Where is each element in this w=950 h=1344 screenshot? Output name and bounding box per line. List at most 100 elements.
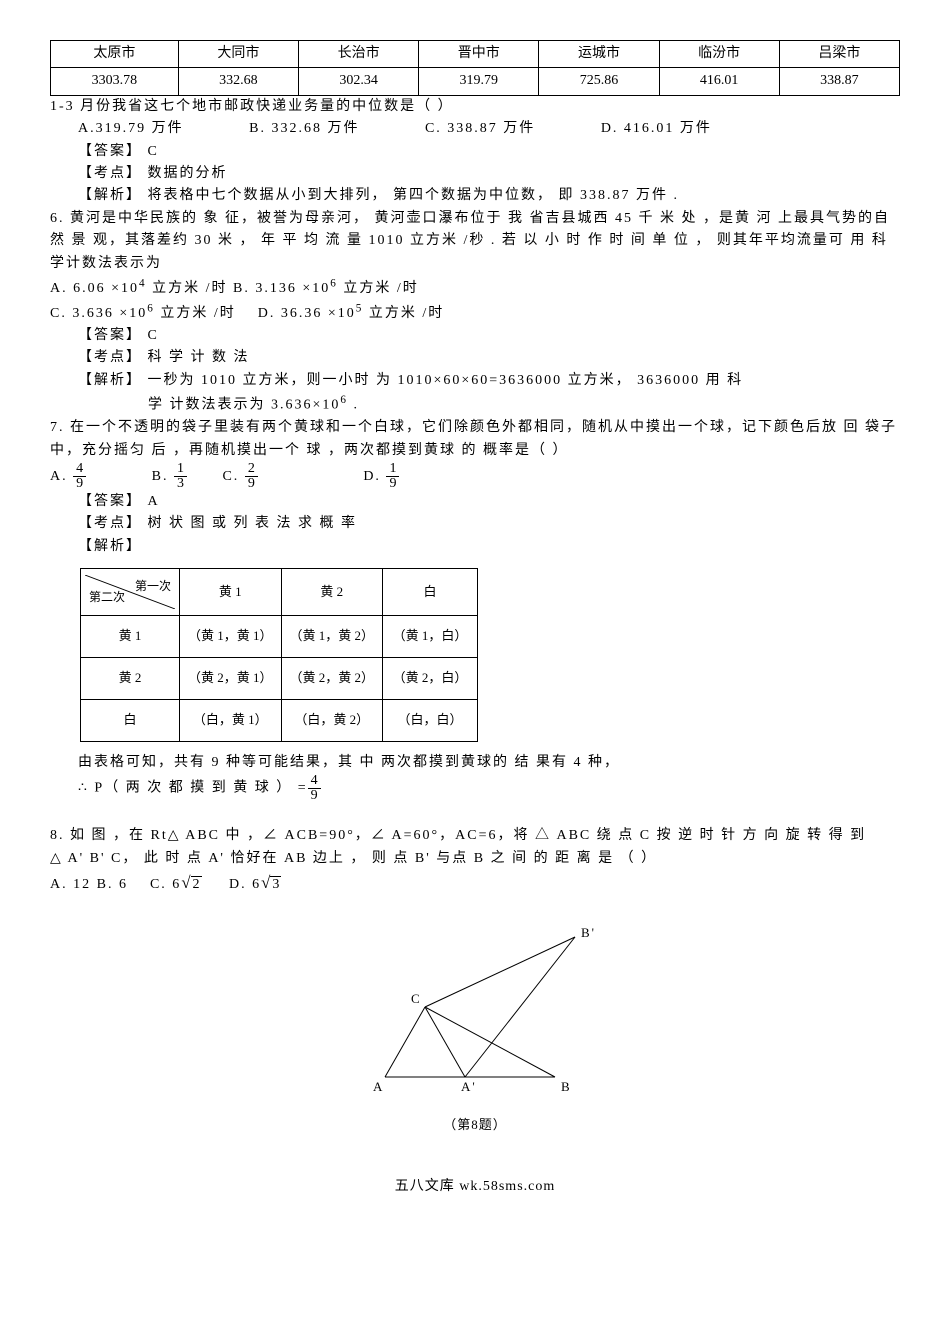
fraction-den: 9 — [73, 477, 86, 491]
analysis-text: 学 计数法表示为 3.636×10 — [148, 398, 340, 413]
table-cell: 725.86 — [539, 68, 659, 95]
q8-option-a: A. 12 — [50, 877, 91, 892]
col-header: 黄 2 — [281, 569, 383, 616]
q8-stem-line1: 8. 如 图 ，在 Rt△ ABC 中 ，∠ ACB=90°，∠ A=60°，A… — [50, 825, 900, 847]
q8-options: A. 12 B. 6 C. 6√2 D. 6√3 — [50, 870, 900, 897]
q7-analysis-label: 【解析】 — [50, 536, 900, 558]
opt-text: 立方米 /时 — [338, 281, 419, 296]
fraction-den: 9 — [245, 477, 258, 491]
col-header: 黄 1 — [180, 569, 282, 616]
col-header: 白 — [383, 569, 478, 616]
q5-topic: 【考点】 数据的分析 — [50, 163, 900, 185]
fraction-den: 9 — [308, 789, 321, 803]
q6-option-c: C. 3.636 ×106 立方米 /时 — [50, 306, 241, 321]
exponent: 6 — [330, 277, 338, 289]
table-header-cell: 临汾市 — [659, 41, 779, 68]
table-cell: 302.34 — [299, 68, 419, 95]
table-row: 黄 2 （黄 2，黄 1） （黄 2，黄 2） （黄 2，白） — [81, 657, 478, 699]
table-cell: （白，白） — [383, 699, 478, 741]
q7-option-c: C. 29 — [222, 469, 263, 484]
q8-option-d: D. 6√3 — [229, 877, 281, 892]
table-cell: （白，黄 2） — [281, 699, 383, 741]
opt-label: D. — [363, 469, 381, 484]
exponent: 4 — [139, 277, 147, 289]
exponent: 6 — [147, 302, 155, 314]
q7-probability: ∴ P（ 两 次 都 摸 到 黄 球 ） =49 — [50, 774, 900, 803]
exponent: 6 — [340, 394, 348, 406]
figure-caption: （第8题） — [50, 1115, 900, 1136]
q7-topic: 【考点】 树 状 图 或 列 表 法 求 概 率 — [50, 513, 900, 535]
q5-option-c: C. 338.87 万件 — [425, 118, 535, 140]
table-cell: （黄 2，白） — [383, 657, 478, 699]
opt-text: C. 3.636 ×10 — [50, 306, 147, 321]
table-row: 第一次 第二次 黄 1 黄 2 白 — [81, 569, 478, 616]
table-header-cell: 大同市 — [178, 41, 298, 68]
svg-text:B: B — [561, 1079, 572, 1094]
table-row: 3303.78 332.68 302.34 319.79 725.86 416.… — [51, 68, 900, 95]
q8-figure: A B A' C B' （第8题） — [50, 907, 900, 1136]
radicand: 2 — [191, 876, 202, 892]
fraction-num: 1 — [174, 462, 187, 477]
q7-stem: 7. 在一个不透明的袋子里装有两个黄球和一个白球，它们除颜色外都相同，随机从中摸… — [50, 417, 900, 462]
fraction-den: 3 — [174, 477, 187, 491]
svg-text:A': A' — [461, 1079, 477, 1094]
q7-options: A. 49 B. 13 C. 29 D. 19 — [50, 462, 900, 491]
table-cell: （黄 2，黄 2） — [281, 657, 383, 699]
table-row: 白 （白，黄 1） （白，黄 2） （白，白） — [81, 699, 478, 741]
p-text: ∴ P（ 两 次 都 摸 到 黄 球 ） = — [78, 781, 308, 796]
opt-text: B. 3.136 ×10 — [233, 281, 330, 296]
diag-bot-label: 第二次 — [89, 588, 125, 607]
fraction-num: 4 — [308, 774, 321, 789]
table-cell: （黄 1，黄 2） — [281, 616, 383, 658]
page-footer: 五八文库 wk.58sms.com — [50, 1176, 900, 1198]
table-cell: 416.01 — [659, 68, 779, 95]
q7-option-b: B. 13 — [152, 469, 193, 484]
q7-option-d: D. 19 — [363, 469, 399, 484]
q8-option-b: B. 6 — [97, 877, 128, 892]
q7-answer: 【答案】 A — [50, 491, 900, 513]
q6-analysis-line2: 学 计数法表示为 3.636×106 . — [50, 392, 900, 417]
table-header-cell: 运城市 — [539, 41, 659, 68]
fraction-num: 1 — [386, 462, 399, 477]
svg-text:C: C — [411, 991, 422, 1006]
q5-option-d: D. 416.01 万件 — [601, 118, 712, 140]
opt-label: C. — [222, 469, 239, 484]
q6-topic: 【考点】 科 学 计 数 法 — [50, 347, 900, 369]
svg-text:A: A — [373, 1079, 384, 1094]
opt-text: 立方米 /时 — [155, 306, 236, 321]
opt-text: D. 36.36 ×10 — [258, 306, 356, 321]
analysis-text: . — [348, 398, 359, 413]
row-header: 黄 2 — [81, 657, 180, 699]
q6-answer: 【答案】 C — [50, 325, 900, 347]
radicand: 3 — [270, 876, 281, 892]
q8-option-c: C. 6√2 — [150, 877, 207, 892]
fraction-num: 4 — [73, 462, 86, 477]
diag-top-label: 第一次 — [135, 577, 171, 596]
opt-text: C. 6 — [150, 877, 181, 892]
table-cell: （黄 2，黄 1） — [180, 657, 282, 699]
city-data-table: 太原市 大同市 长治市 晋中市 运城市 临汾市 吕梁市 3303.78 332.… — [50, 40, 900, 96]
q5-analysis: 【解析】 将表格中七个数据从小到大排列， 第四个数据为中位数， 即 338.87… — [50, 185, 900, 207]
table-cell: 332.68 — [178, 68, 298, 95]
q7-conclusion: 由表格可知，共有 9 种等可能结果，其 中 两次都摸到黄球的 结 果有 4 种， — [50, 752, 900, 774]
opt-text: A. 6.06 ×10 — [50, 281, 139, 296]
table-row: 太原市 大同市 长治市 晋中市 运城市 临汾市 吕梁市 — [51, 41, 900, 68]
q5-option-b: B. 332.68 万件 — [249, 118, 359, 140]
table-header-cell: 太原市 — [51, 41, 179, 68]
opt-text: D. 6 — [229, 877, 261, 892]
svg-text:B': B' — [581, 925, 596, 940]
table-header-cell: 吕梁市 — [779, 41, 899, 68]
q6-options-ab: A. 6.06 ×104 立方米 /时 B. 3.136 ×106 立方米 /时 — [50, 275, 900, 300]
q6-option-d: D. 36.36 ×105 立方米 /时 — [258, 306, 445, 321]
q6-stem: 6. 黄河是中华民族的 象 征，被誉为母亲河， 黄河壶口瀑布位于 我 省吉县城西… — [50, 208, 900, 275]
opt-label: B. — [152, 469, 169, 484]
probability-table: 第一次 第二次 黄 1 黄 2 白 黄 1 （黄 1，黄 1） （黄 1，黄 2… — [80, 568, 478, 741]
fraction-num: 2 — [245, 462, 258, 477]
row-header: 白 — [81, 699, 180, 741]
opt-text: 立方米 /时 — [147, 281, 228, 296]
table-cell: 319.79 — [419, 68, 539, 95]
q5-stem: 1-3 月份我省这七个地市邮政快递业务量的中位数是（ ） — [50, 96, 900, 118]
q5-options: A.319.79 万件 B. 332.68 万件 C. 338.87 万件 D.… — [50, 118, 900, 140]
fraction-den: 9 — [386, 477, 399, 491]
opt-text: 立方米 /时 — [363, 306, 444, 321]
